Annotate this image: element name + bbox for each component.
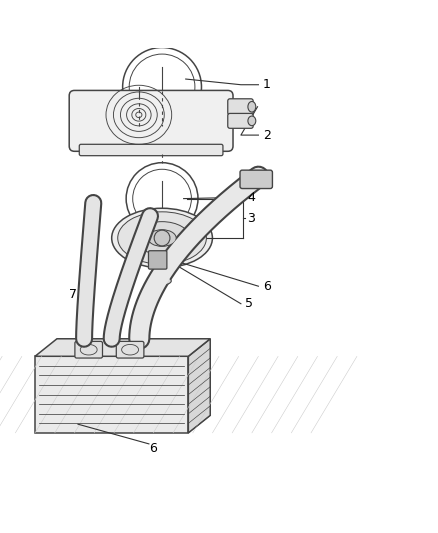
Ellipse shape bbox=[112, 208, 212, 268]
FancyBboxPatch shape bbox=[228, 114, 253, 128]
Ellipse shape bbox=[153, 277, 171, 285]
Text: 1: 1 bbox=[263, 78, 271, 91]
FancyBboxPatch shape bbox=[228, 99, 253, 115]
Polygon shape bbox=[188, 339, 210, 433]
Text: 5: 5 bbox=[245, 297, 253, 310]
Polygon shape bbox=[35, 339, 210, 356]
FancyBboxPatch shape bbox=[148, 251, 167, 269]
FancyBboxPatch shape bbox=[240, 170, 272, 189]
Ellipse shape bbox=[248, 116, 256, 126]
Text: 4: 4 bbox=[247, 191, 255, 204]
FancyBboxPatch shape bbox=[69, 91, 233, 151]
Polygon shape bbox=[35, 356, 188, 433]
FancyBboxPatch shape bbox=[79, 144, 223, 156]
Text: 6: 6 bbox=[149, 442, 157, 455]
Ellipse shape bbox=[134, 222, 190, 254]
FancyBboxPatch shape bbox=[116, 342, 144, 358]
Text: 6: 6 bbox=[263, 280, 271, 293]
Circle shape bbox=[154, 230, 170, 246]
Ellipse shape bbox=[148, 230, 176, 246]
Text: 3: 3 bbox=[247, 212, 255, 225]
Text: 2: 2 bbox=[263, 128, 271, 142]
Ellipse shape bbox=[118, 212, 206, 264]
Ellipse shape bbox=[248, 101, 256, 112]
Text: 7: 7 bbox=[69, 288, 77, 302]
FancyBboxPatch shape bbox=[75, 342, 102, 358]
